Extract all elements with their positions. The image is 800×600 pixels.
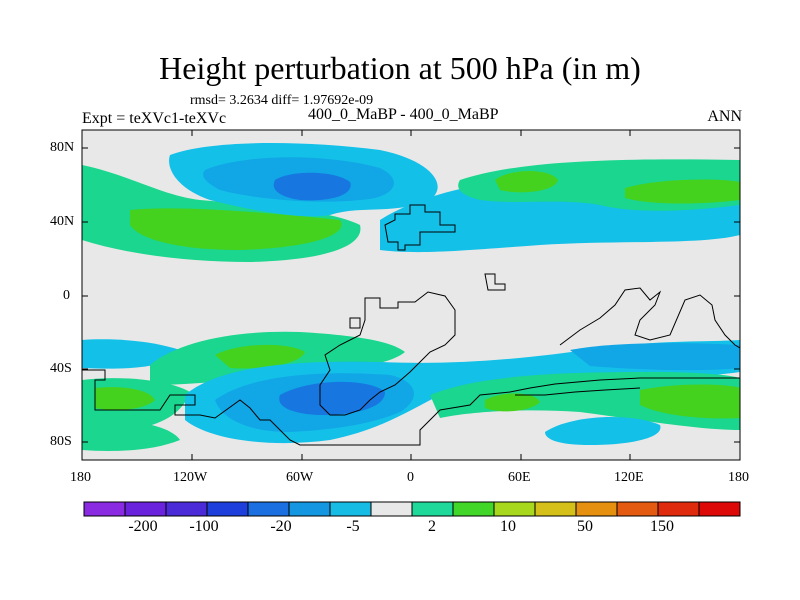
colorbar — [83, 501, 741, 517]
coastline-isthmus — [349, 317, 361, 329]
colorbar-label: -100 — [189, 518, 219, 535]
contour-green-ne-inner1 — [495, 171, 558, 193]
colorbar-swatch — [165, 501, 208, 517]
colorbar-swatch — [616, 501, 659, 517]
contour-blue-far-s — [545, 416, 661, 445]
contour-green-sw2-inner — [95, 387, 155, 410]
case-label: 400_0_MaBP - 400_0_MaBP — [308, 106, 499, 123]
colorbar-label: -20 — [270, 518, 292, 535]
stats-text: rmsd= 3.2634 diff= 1.97692e-09 — [190, 93, 374, 108]
contour-blue-se — [570, 343, 740, 371]
lon-tick-label: 120E — [614, 470, 644, 485]
colorbar-label: 150 — [650, 518, 674, 535]
colorbar-swatch — [329, 501, 372, 517]
season-label: ANN — [707, 108, 742, 125]
colorbar-swatch — [411, 501, 454, 517]
coastline-south-continent-west — [319, 291, 456, 416]
contour-green-se-inner1 — [485, 393, 540, 412]
lon-tick-label: 180 — [728, 470, 749, 485]
contour-green-nw-inner — [130, 208, 342, 250]
contour-green-ne-inner2 — [625, 179, 740, 204]
contour-fills — [82, 143, 740, 451]
experiment-label: Expt = teXVc1-teXVc — [82, 110, 227, 127]
lon-tick-label: 60W — [286, 470, 314, 485]
coastline-north-continent — [384, 204, 456, 251]
contour-green-sw-inner — [215, 344, 305, 369]
coastline-east-landmasses — [559, 287, 740, 349]
colorbar-swatch — [698, 501, 741, 517]
contour-blue-s-dark — [279, 381, 385, 415]
lat-tick-label: 40N — [50, 214, 75, 229]
colorbar-swatch — [370, 501, 413, 517]
colorbar-swatch — [124, 501, 167, 517]
colorbar-label: -200 — [128, 518, 158, 535]
coastlines — [82, 204, 740, 446]
lat-tick-label: 40S — [50, 361, 72, 376]
lon-tick-label: 120W — [173, 470, 208, 485]
contour-green-se — [430, 372, 740, 430]
lon-tick-label: 180 — [70, 470, 91, 485]
colorbar-swatch — [575, 501, 618, 517]
colorbar-label: 10 — [500, 518, 516, 535]
colorbar-swatch — [83, 501, 126, 517]
lon-tick-label: 60E — [508, 470, 531, 485]
coastline-east-strip — [515, 387, 641, 396]
colorbar-label: 2 — [428, 518, 436, 535]
colorbar-swatch — [534, 501, 577, 517]
colorbar-label: -5 — [346, 518, 360, 535]
colorbar-swatch — [288, 501, 331, 517]
contour-green-se-inner2 — [640, 384, 740, 419]
contour-green-far-s — [82, 419, 180, 451]
contour-blue-n-dark — [273, 172, 351, 201]
coastline-small-island — [484, 273, 506, 291]
lat-tick-label: 0 — [63, 288, 70, 303]
colorbar-swatch — [452, 501, 495, 517]
axis-ticks — [81, 130, 741, 460]
lat-tick-label: 80N — [50, 140, 75, 155]
page-title: Height perturbation at 500 hPa (in m) — [159, 50, 641, 86]
colorbar-swatch — [247, 501, 290, 517]
colorbar-swatch — [657, 501, 700, 517]
lat-tick-label: 80S — [50, 434, 72, 449]
lon-tick-label: 0 — [407, 470, 414, 485]
colorbar-swatch — [206, 501, 249, 517]
coastline-southern-landmass — [82, 369, 740, 446]
colorbar-label: 50 — [577, 518, 593, 535]
colorbar-swatch — [493, 501, 536, 517]
